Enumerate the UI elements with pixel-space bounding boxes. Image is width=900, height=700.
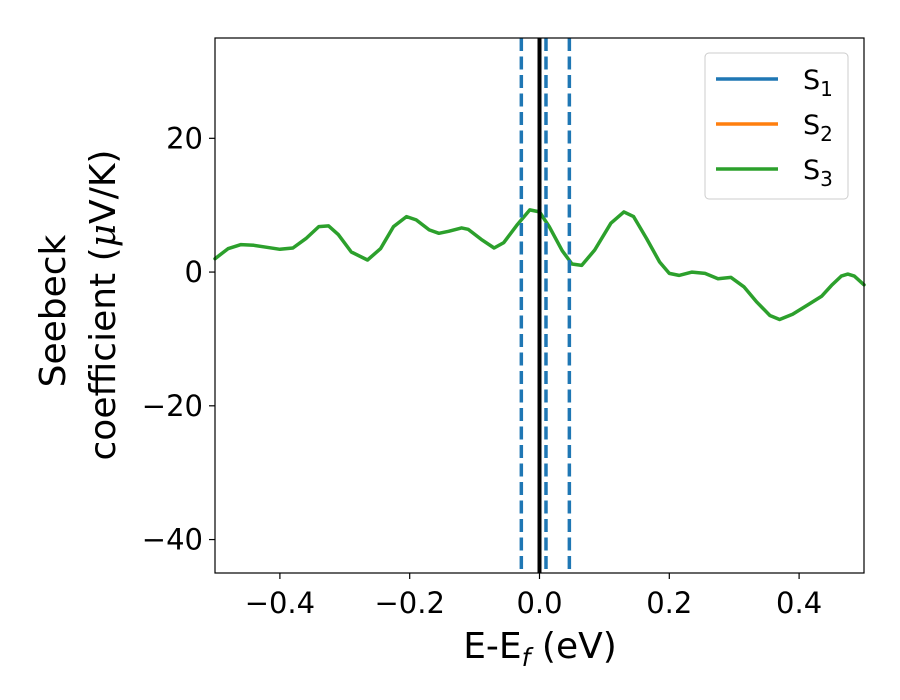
x-tick-label: −0.4 — [245, 586, 315, 620]
axis-ticks: −0.4 −0.2 0.0 0.2 0.4 −40 −20 0 20 — [142, 121, 822, 620]
legend-label-s3: S3 — [803, 155, 833, 191]
legend-box — [704, 52, 849, 200]
y-tick-label: 0 — [185, 255, 203, 289]
x-axis-label: E-Ef (eV) — [463, 626, 617, 672]
y-tick-label: −20 — [142, 389, 203, 423]
legend-label-s2: S2 — [803, 110, 833, 146]
x-tick-label: 0.0 — [516, 586, 562, 620]
plot-area — [213, 38, 866, 573]
x-tick-label: 0.2 — [646, 586, 692, 620]
series-line-s3 — [213, 208, 866, 322]
y-tick-label: 20 — [166, 121, 203, 155]
legend: S1 S2 S3 — [704, 52, 849, 200]
y-tick-label: −40 — [142, 523, 203, 557]
y-axis-label: Seebeck coefficient (μV/K) — [33, 150, 124, 461]
x-tick-label: 0.4 — [776, 586, 822, 620]
legend-label-s1: S1 — [803, 65, 833, 101]
x-tick-label: −0.2 — [374, 586, 444, 620]
y-axis-label-line1: Seebeck — [33, 234, 74, 387]
y-axis-label-line2: coefficient (μV/K) — [83, 150, 124, 461]
